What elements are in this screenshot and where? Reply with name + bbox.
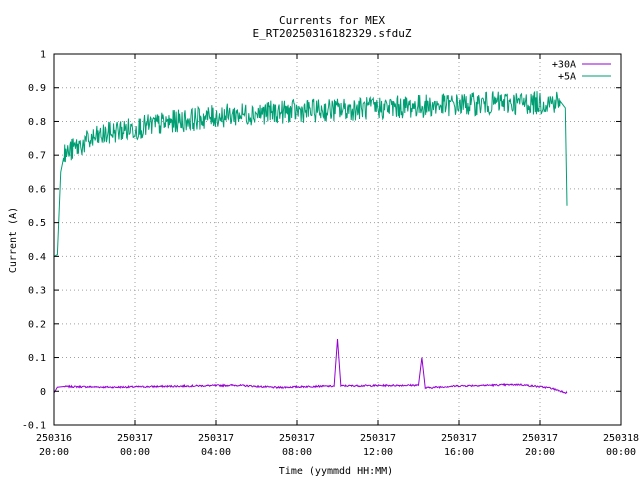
y-axis-label: Current (A) bbox=[8, 207, 19, 273]
y-tick-label: 0.3 bbox=[28, 286, 46, 297]
x-tick-time: 16:00 bbox=[444, 447, 474, 458]
y-tick-label: -0.1 bbox=[22, 421, 46, 432]
y-tick-label: 0.4 bbox=[28, 252, 46, 263]
series-line-plus5a bbox=[53, 90, 568, 257]
chart-subtitle: E_RT20250316182329.sfduZ bbox=[253, 27, 412, 40]
y-tick-label: 0.9 bbox=[28, 83, 46, 94]
x-tick-time: 04:00 bbox=[201, 447, 231, 458]
y-tick-label: 0.1 bbox=[28, 353, 46, 364]
x-tick-date: 250317 bbox=[360, 433, 396, 444]
x-tick-time: 12:00 bbox=[363, 447, 393, 458]
x-tick-date: 250317 bbox=[279, 433, 315, 444]
legend: +30A+5A bbox=[552, 60, 611, 83]
chart-title: Currents for MEX bbox=[279, 14, 385, 27]
x-tick-date: 250317 bbox=[441, 433, 477, 444]
x-tick-time: 20:00 bbox=[39, 447, 69, 458]
x-tick-time: 20:00 bbox=[525, 447, 555, 458]
x-axis-ticks: 250316 20:00 250317 00:00 250317 04:00 250317 0… bbox=[36, 54, 639, 458]
legend-label: +5A bbox=[558, 72, 576, 83]
y-tick-label: 1 bbox=[40, 50, 46, 61]
x-tick-date: 250317 bbox=[522, 433, 558, 444]
x-tick-date: 250317 bbox=[198, 433, 234, 444]
x-tick-date: 250316 bbox=[36, 433, 72, 444]
x-tick-time: 00:00 bbox=[606, 447, 636, 458]
legend-label: +30A bbox=[552, 60, 576, 71]
plot-frame bbox=[53, 53, 622, 426]
y-tick-label: 0.2 bbox=[28, 319, 46, 330]
x-tick-time: 00:00 bbox=[120, 447, 150, 458]
x-tick-time: 08:00 bbox=[282, 447, 312, 458]
x-tick-date: 250317 bbox=[117, 433, 153, 444]
grid bbox=[54, 54, 621, 425]
y-tick-label: 0 bbox=[40, 387, 46, 398]
x-axis-label: Time (yymmdd HH:MM) bbox=[279, 466, 393, 477]
y-tick-label: 0.7 bbox=[28, 151, 46, 162]
y-tick-label: 0.8 bbox=[28, 117, 46, 128]
series-line-plus30a bbox=[53, 338, 568, 395]
y-axis-ticks: -0.1 0 0.1 0.2 0.3 0.4 0.5 0.6 0.7 0.8 0.9 1 bbox=[22, 50, 621, 432]
series-group bbox=[53, 90, 568, 395]
y-tick-label: 0.5 bbox=[28, 218, 46, 229]
y-tick-label: 0.6 bbox=[28, 184, 46, 195]
x-tick-date: 250318 bbox=[603, 433, 639, 444]
